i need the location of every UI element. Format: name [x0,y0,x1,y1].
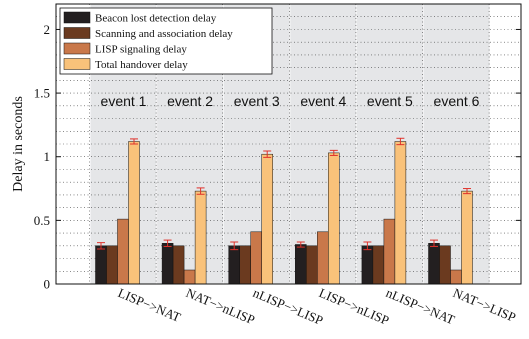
bar-2-3 [239,245,251,285]
x-category-label-3: nLISP−>LISP [251,285,326,328]
bar-2-1 [106,245,118,285]
x-category-label-4: LISP−>nLISP [317,285,392,328]
event-labels-group: event 1 event 2 event 3 event 4 event 5 event… [101,93,480,109]
legend: Beacon lost detection delay Scanning and … [59,7,273,75]
legend-entry-2: Scanning and association delay [95,28,233,40]
x-category-label-1: LISP−>NAT [116,285,183,325]
bars-group [95,141,473,285]
legend-swatch-1 [63,11,91,24]
bar-1-3 [228,245,240,285]
y-tick-label: 1 [44,149,51,164]
bar-1-1 [95,245,107,285]
bar-4-3 [261,153,273,285]
bar-4-1 [128,141,140,285]
legend-swatch-3 [63,42,91,55]
bar-4-5 [394,141,407,285]
y-ticks-group: 0 0.5 1 1.5 2 [34,22,521,292]
legend-box [59,7,273,75]
bar-3-2 [183,269,196,285]
event-label-6: event 6 [434,93,480,109]
y-tick-label: 0.5 [34,213,50,228]
bar-2-5 [372,245,385,285]
bar-4-2 [194,190,207,285]
legend-entry-3: LISP signaling delay [95,44,187,56]
legend-entry-1: Beacon lost detection delay [95,13,217,25]
bar-1-4 [295,244,307,285]
bar-3-5 [383,218,396,285]
legend-swatch-4 [63,58,91,70]
bar-1-5 [361,245,374,285]
event-label-2: event 2 [167,93,213,109]
event-label-1: event 1 [101,93,147,109]
legend-entry-4: Total handover delay [95,59,188,71]
legend-swatch-2 [63,27,91,39]
bar-1-6 [428,243,440,285]
bar-3-6 [450,269,462,285]
bar-2-2 [172,245,185,285]
event-label-4: event 4 [300,93,346,109]
axes-group [55,3,522,285]
x-category-labels-group: LISP−>NAT NAT−>nLISPnLISP−>LISPLISP−>nLIS… [116,285,518,328]
x-category-label-5: nLISP−>NAT [384,285,457,327]
event-label-5: event 5 [367,93,413,109]
bar-2-4 [306,245,318,285]
errorbars-group [97,137,471,251]
bar-4-4 [328,152,340,285]
bar-4-6 [461,190,473,285]
x-category-label-6: NAT−>LISP [451,285,518,325]
event-label-3: event 3 [234,93,280,109]
bar-3-3 [250,231,262,285]
bar-1-2 [161,243,174,285]
y-axis-label: Delay in seconds [11,96,26,192]
y-tick-label: 0 [44,277,51,292]
bar-3-1 [117,218,129,285]
plot-frame [55,3,522,285]
bar-2-6 [439,245,451,285]
y-tick-label: 1.5 [34,86,50,101]
bar-3-4 [317,231,329,285]
y-tick-label: 2 [44,22,51,37]
x-category-label-2: NAT−>nLISP [184,285,257,327]
